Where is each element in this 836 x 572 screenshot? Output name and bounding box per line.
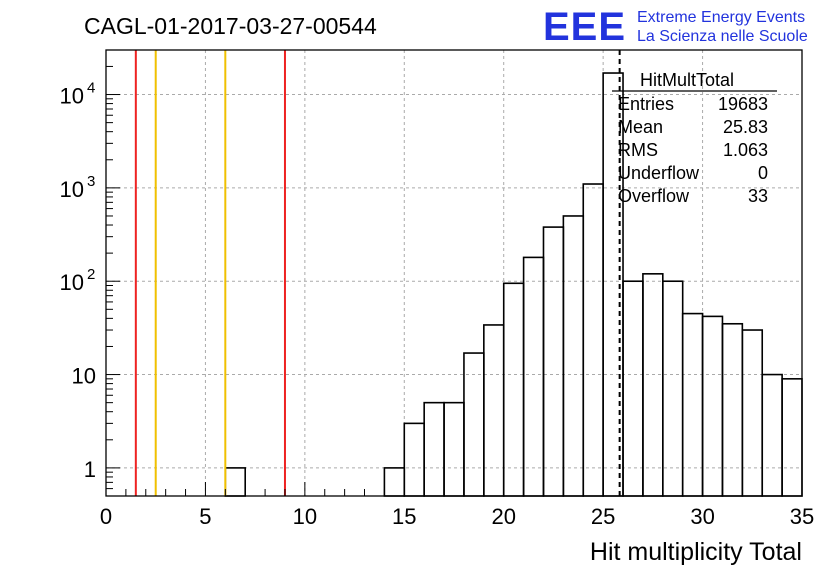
y-tick-label: 10 (60, 84, 84, 109)
histogram-bar (761, 373, 783, 497)
stats-row-label: Underflow (618, 163, 700, 183)
plot-frame (105, 49, 803, 497)
histogram-bar (542, 226, 565, 497)
stats-row-label: RMS (618, 140, 658, 160)
grid-layer (106, 50, 802, 496)
histogram-bar (224, 467, 246, 497)
stats-rows: Entries 19683 Mean 25.83 RMS 1.063 Underflow 0 O… (618, 94, 768, 206)
x-tick-label: 10 (293, 504, 317, 529)
chart-title: CAGL-01-2017-03-27-00544 (84, 13, 377, 39)
histogram-bar (701, 315, 724, 497)
histogram-bar (741, 329, 764, 497)
histogram-bar (522, 256, 545, 497)
stats-row-label: Entries (618, 94, 674, 114)
eee-logo: EEE Extreme Energy Events La Scienza nel… (543, 5, 808, 49)
histogram-bar (642, 273, 664, 497)
histogram-bar (622, 280, 644, 497)
histogram-bar (582, 183, 604, 497)
stats-row-value: 25.83 (723, 117, 768, 137)
histogram-bar (403, 422, 425, 497)
x-tick-label: 15 (392, 504, 416, 529)
histogram-bar (443, 401, 465, 497)
stats-row-value: 19683 (718, 94, 768, 114)
x-tick-label: 0 (100, 504, 112, 529)
x-tick-label: 20 (491, 504, 515, 529)
x-tick-label: 35 (790, 504, 814, 529)
histogram-bar (681, 312, 704, 497)
stats-row-value: 33 (748, 186, 768, 206)
histogram-bar (562, 215, 585, 497)
histogram-bar (781, 378, 803, 497)
histogram-bars (224, 72, 803, 497)
histogram-bar (502, 282, 525, 497)
histogram-bar (721, 322, 744, 497)
stats-row-value: 1.063 (723, 140, 768, 160)
x-tick-label: 5 (199, 504, 211, 529)
histogram-bar (661, 280, 684, 497)
histogram-bar (383, 467, 406, 497)
logo-line2: La Scienza nelle Scuole (637, 28, 808, 45)
stats-box: HitMultTotal Entries 19683 Mean 25.83 RMS 1.0… (612, 70, 777, 206)
logo-line1: Extreme Energy Events (637, 9, 805, 26)
x-tick-label: 30 (690, 504, 714, 529)
y-tick-label: 10 (72, 364, 96, 389)
x-tick-label: 25 (591, 504, 615, 529)
stats-row-label: Overflow (618, 186, 690, 206)
marker-lines (134, 50, 621, 496)
y-tick-exponent: 4 (87, 80, 95, 97)
y-tick-label: 1 (84, 457, 96, 482)
y-tick-exponent: 3 (87, 173, 95, 190)
histogram-bar (423, 401, 445, 497)
y-tick-label: 10 (60, 270, 84, 295)
logo-mark: EEE (543, 5, 626, 49)
histogram-bar (483, 324, 505, 497)
stats-row-label: Mean (618, 117, 663, 137)
y-tick-exponent: 2 (87, 266, 95, 283)
y-tick-label: 10 (60, 177, 84, 202)
stats-box-name: HitMultTotal (640, 70, 734, 90)
stats-row-value: 0 (758, 163, 768, 183)
x-axis-label: Hit multiplicity Total (590, 538, 802, 566)
